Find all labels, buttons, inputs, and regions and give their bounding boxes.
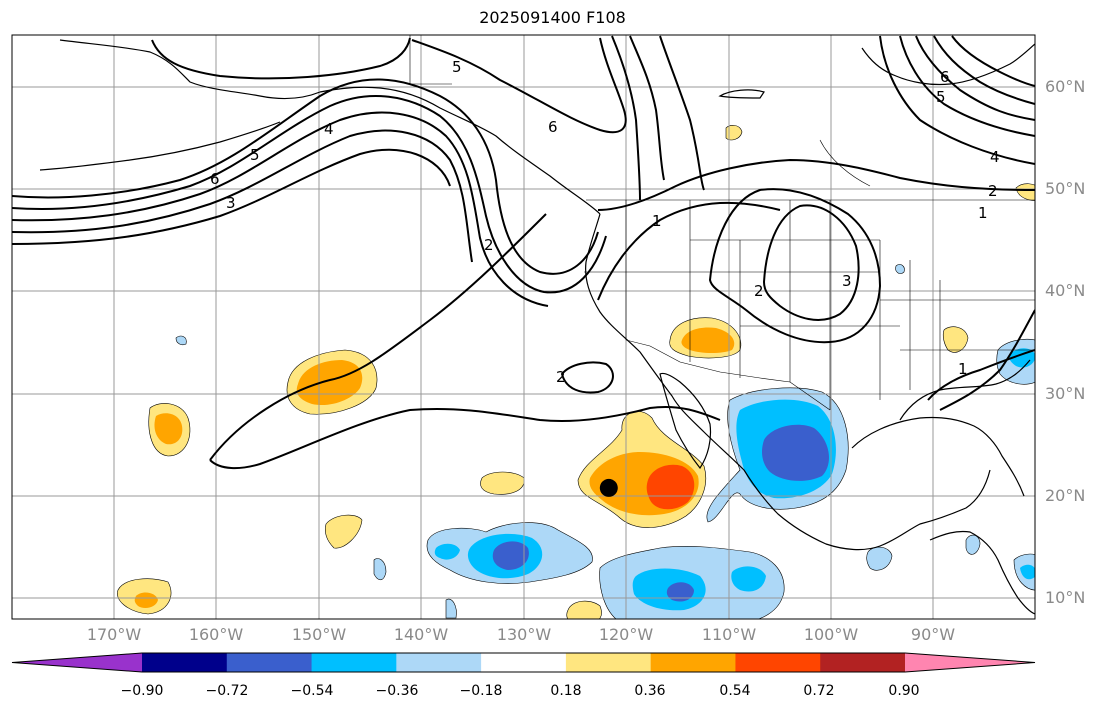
lon-label: 100°W [803,625,859,644]
contour-label: 3 [226,194,236,212]
shaded-anomaly-fields [117,125,1035,619]
contour-label: 3 [842,272,852,290]
colorbar-swatch [481,653,567,672]
colorbar-swatch [735,653,821,672]
negative-anomaly-mid [1020,564,1035,580]
colorbar-swatch [396,653,482,672]
lon-label: 160°W [188,625,244,644]
lon-label: 120°W [598,625,654,644]
contour-label: 6 [940,68,950,86]
colorbar-swatch [311,653,397,672]
colorbar-tick-label: 0.18 [550,683,582,699]
lat-label: 10°N [1045,588,1086,607]
contour-label: 5 [452,58,462,76]
contour-label: 2 [988,182,998,200]
negative-anomaly-region [445,598,457,619]
colorbar-swatch [820,653,906,672]
contour-label: 1 [978,204,988,222]
colorbar-tick-label: −0.72 [205,683,249,699]
positive-anomaly-region [480,471,525,495]
colorbar-swatch [565,653,652,672]
negative-anomaly-mid [731,566,766,592]
colorbar [11,652,1036,673]
colorbar-extend-high [905,653,1035,672]
map-title: 2025091400 F108 [479,8,626,27]
contour-label: 5 [936,88,946,106]
colorbar-tick-label: 0.36 [634,683,666,699]
contour-label: 6 [210,170,220,188]
colorbar-outline [11,652,1036,673]
negative-anomaly-region [175,335,187,346]
map-frame [11,34,1036,620]
negative-anomaly-core [762,424,829,481]
storm-center-marker [599,478,618,497]
positive-anomaly-core [681,327,735,353]
contour-label: 2 [754,282,764,300]
lon-label: 170°W [86,625,142,644]
negative-anomaly-mid [434,543,460,560]
positive-anomaly-core [134,592,158,608]
coastlines [39,39,1035,615]
lon-label: 150°W [291,625,347,644]
colorbar-tick-label: −0.54 [290,683,334,699]
colorbar-tick-label: −0.90 [120,683,164,699]
contour-label: 4 [990,148,1000,166]
colorbar-tick-label: 0.54 [719,683,751,699]
negative-anomaly-core [492,541,529,570]
colorbar-tick-label: 0.90 [888,683,920,699]
lat-label: 40°N [1045,281,1086,300]
lon-label: 140°W [393,625,449,644]
colorbar-swatch [142,653,228,672]
lon-label: 130°W [496,625,552,644]
contour-label: 5 [250,146,260,164]
contour-label: 4 [324,120,334,138]
strong-anomaly-core [646,464,695,510]
positive-anomaly-core [154,413,183,445]
colorbar-swatch [650,653,736,672]
colorbar-tick-label: −0.18 [459,683,503,699]
negative-anomaly-region [866,546,893,571]
lon-label: 90°W [910,625,956,644]
negative-anomaly-region [373,558,387,581]
height-contours [12,35,1035,470]
contour-label: 6 [548,118,558,136]
positive-anomaly-region [1015,183,1035,201]
contour-label-group: 5 4 5 6 3 6 2 1 2 3 2 6 5 4 2 1 1 [210,58,1000,386]
colorbar-tick-label: −0.36 [375,683,419,699]
lat-label: 30°N [1045,384,1086,403]
negative-anomaly-region [895,264,905,274]
colorbar-tick-label: 0.72 [803,683,835,699]
lat-label: 50°N [1045,179,1086,198]
negative-anomaly-region [965,534,981,555]
colorbar-swatch [226,653,313,672]
contour-label: 1 [652,212,662,230]
negative-anomaly-core [666,582,694,602]
gridlines [12,35,1035,619]
contour-label: 1 [958,360,968,378]
contour-label: 2 [484,236,494,254]
positive-anomaly-region [324,514,363,549]
colorbar-extend-low [12,653,142,672]
lon-label: 110°W [701,625,757,644]
positive-anomaly-region [942,326,969,353]
contour-label: 2 [556,368,566,386]
lat-label: 20°N [1045,486,1086,505]
lat-label: 60°N [1045,77,1086,96]
